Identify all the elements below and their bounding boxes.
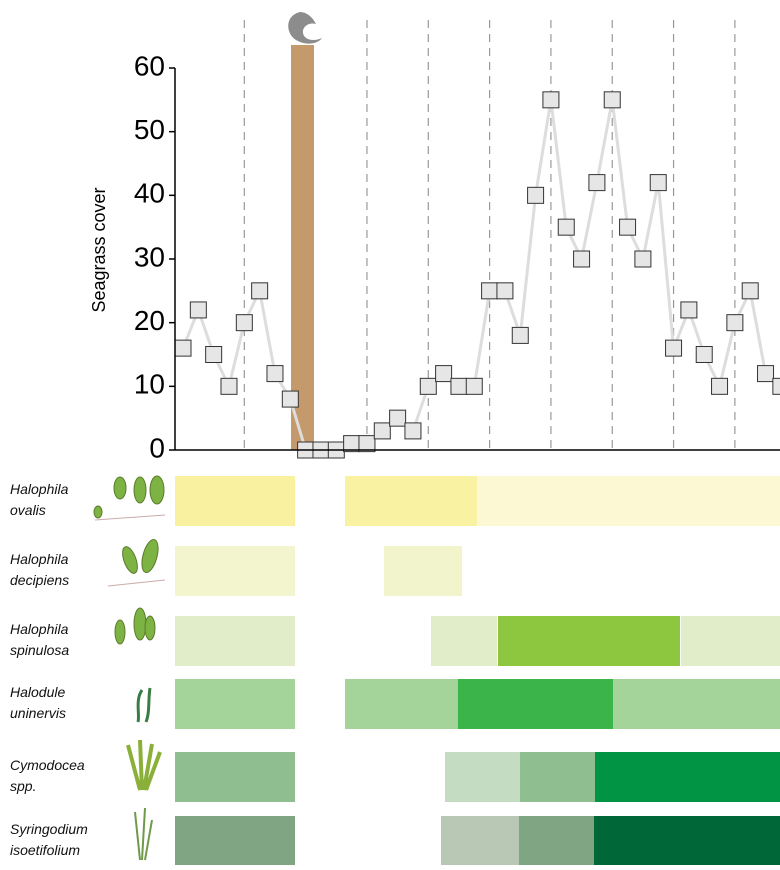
y-tick-label: 50 <box>134 114 165 145</box>
data-point <box>772 377 780 395</box>
data-point <box>726 314 744 332</box>
data-point <box>174 339 192 357</box>
data-point <box>251 282 269 300</box>
data-point <box>343 435 361 453</box>
data-point <box>665 339 683 357</box>
data-point <box>358 435 376 453</box>
data-point <box>205 346 223 363</box>
data-point <box>542 91 560 109</box>
data-point <box>527 186 545 204</box>
data-point <box>235 314 253 332</box>
data-point <box>481 282 499 300</box>
data-point <box>496 282 514 300</box>
data-point <box>741 282 759 300</box>
data-point <box>419 377 437 395</box>
data-point <box>450 377 468 395</box>
species-name: Syringodium isoetifolium <box>10 821 88 858</box>
y-tick-label: 10 <box>134 369 165 400</box>
data-point <box>695 346 713 363</box>
data-point <box>511 326 529 344</box>
data-point <box>404 422 422 440</box>
species-name: Halodule uninervis <box>10 684 66 721</box>
data-point <box>619 218 637 236</box>
data-point <box>557 218 575 236</box>
species-name: Halophila decipiens <box>10 551 69 588</box>
data-point <box>603 91 621 109</box>
data-point <box>649 174 667 192</box>
species-name: Halophila spinulosa <box>10 621 69 658</box>
data-point <box>588 174 606 192</box>
y-tick-label: 40 <box>134 178 165 209</box>
data-point <box>373 422 391 440</box>
data-point <box>266 365 284 383</box>
series-line <box>181 99 780 452</box>
data-point <box>680 301 698 319</box>
species-icons <box>93 475 166 861</box>
data-point <box>435 365 453 383</box>
data-point <box>189 301 207 319</box>
y-tick-label: 0 <box>149 432 165 463</box>
species-name: Halophila ovalis <box>10 481 69 518</box>
species-name: Cymodocea spp. <box>10 757 85 794</box>
data-point <box>389 409 407 427</box>
data-point <box>634 250 652 268</box>
y-tick-label: 20 <box>134 305 165 336</box>
data-point <box>711 377 729 395</box>
cyclone-event <box>288 12 322 450</box>
data-point <box>573 250 591 268</box>
species-bars <box>175 476 780 865</box>
data-point <box>220 377 238 395</box>
data-point <box>757 365 775 383</box>
y-tick-label: 30 <box>134 241 165 272</box>
data-point <box>465 377 483 395</box>
y-axis-label: Seagrass cover <box>89 187 109 312</box>
y-tick-label: 60 <box>134 50 165 81</box>
data-point <box>281 390 299 408</box>
